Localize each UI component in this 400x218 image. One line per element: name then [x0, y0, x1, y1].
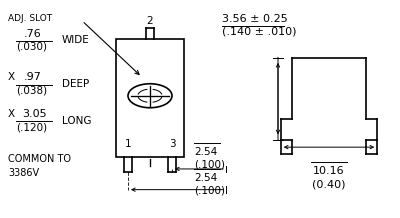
Text: (0.40): (0.40): [312, 179, 346, 189]
Text: 3.56 ± 0.25: 3.56 ± 0.25: [222, 14, 288, 24]
Text: LONG: LONG: [62, 116, 92, 126]
Text: .76: .76: [24, 29, 42, 39]
Text: 3.05: 3.05: [22, 109, 47, 119]
Text: (.100): (.100): [194, 160, 225, 170]
Text: 3: 3: [169, 139, 175, 149]
Text: 10.16: 10.16: [313, 166, 345, 176]
Text: X: X: [8, 72, 15, 82]
Text: 1: 1: [125, 139, 131, 149]
Text: DEEP: DEEP: [62, 79, 89, 89]
Text: (.140 ± .010): (.140 ± .010): [222, 27, 296, 37]
Text: 2.54: 2.54: [194, 173, 217, 183]
Text: WIDE: WIDE: [62, 35, 90, 45]
Text: 2: 2: [147, 16, 153, 26]
Text: .97: .97: [24, 72, 42, 82]
Text: 2.54: 2.54: [194, 146, 217, 157]
Bar: [116, 39, 184, 157]
Text: (.120): (.120): [16, 123, 47, 133]
Text: COMMON TO: COMMON TO: [8, 154, 71, 164]
Text: X: X: [8, 109, 15, 119]
Text: ADJ. SLOT: ADJ. SLOT: [8, 14, 52, 23]
Text: 3386V: 3386V: [8, 168, 39, 178]
Text: (.038): (.038): [16, 85, 47, 95]
Text: (.100): (.100): [194, 186, 225, 196]
Text: (.030): (.030): [16, 42, 47, 52]
